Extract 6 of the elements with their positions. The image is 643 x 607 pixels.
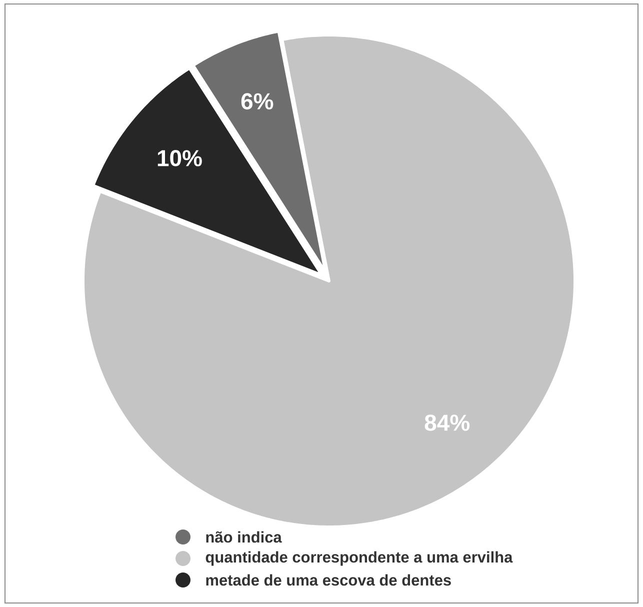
data-label: 10% (158, 150, 202, 166)
legend-label: quantidade correspondente a uma ervilha (206, 551, 513, 566)
legend-label: metade de uma escova de dentes (206, 574, 451, 586)
data-label: 6% (241, 93, 274, 110)
legend-label: não indica (206, 531, 282, 543)
data-label: 84% (424, 414, 470, 431)
